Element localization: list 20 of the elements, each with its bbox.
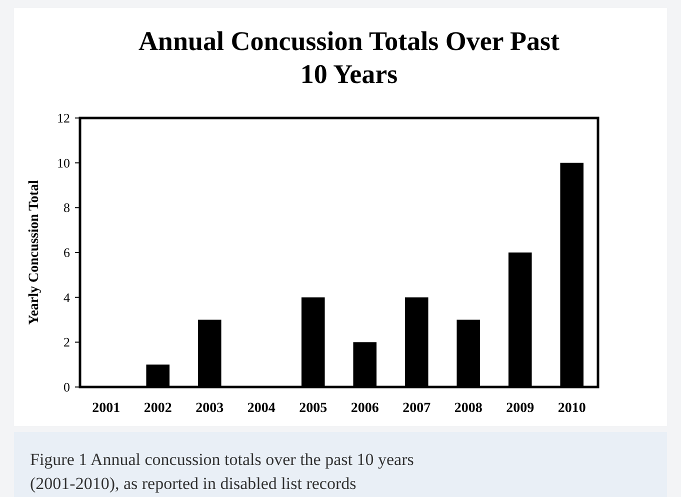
x-tick-label: 2001: [92, 401, 120, 416]
x-tick-label: 2008: [454, 401, 482, 416]
x-tick-label: 2007: [402, 401, 431, 416]
caption: Figure 1 Annual concussion totals over the past 10 years (2001-2010), as reported in disabled list records: [30, 450, 414, 493]
x-tick-label: 2010: [558, 401, 586, 416]
chart-title: Annual Concussion Totals Over Past 10 Years: [138, 26, 560, 89]
y-tick-label: 6: [64, 245, 70, 260]
x-tick-label: 2005: [299, 401, 328, 416]
y-tick-label: 8: [64, 200, 70, 216]
y-tick-label: 12: [57, 110, 70, 126]
y-tick-label: 4: [64, 290, 70, 305]
x-tick-label: 2004: [247, 401, 276, 416]
y-tick-label: 10: [57, 155, 70, 170]
y-axis-title: Yearly Concussion Total: [27, 180, 42, 325]
x-tick-label: 2003: [196, 401, 224, 416]
x-tick-label: 2006: [350, 401, 379, 416]
x-tick-label: 2002: [144, 401, 172, 416]
y-tick-label: 2: [64, 334, 70, 350]
x-tick-label: 2009: [506, 401, 534, 416]
y-tick-label: 0: [64, 380, 70, 395]
